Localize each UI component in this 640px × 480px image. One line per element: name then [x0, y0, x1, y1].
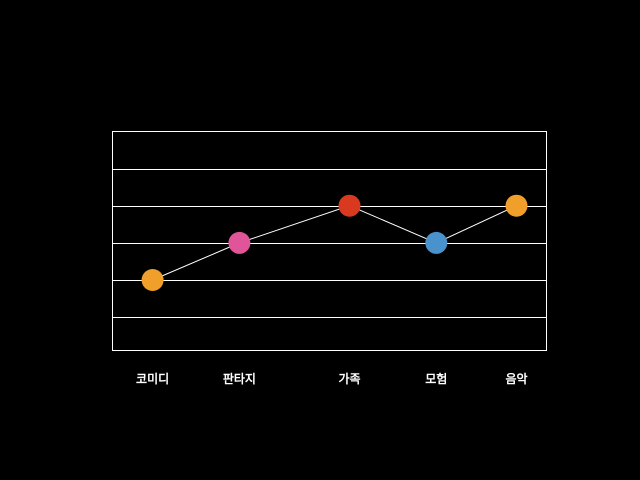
x-tick-label-5: 음악: [505, 371, 527, 386]
x-tick-labels: 코미디 판타지 가족 모험 음악: [136, 371, 528, 386]
x-tick-label-4: 모험: [425, 371, 447, 386]
data-point-3[interactable]: [338, 194, 361, 217]
x-tick-label-3: 가족: [338, 371, 360, 386]
gridlines: [112, 169, 547, 318]
series-polyline: [152, 205, 517, 281]
series-line: [152, 205, 517, 281]
plot-frame: [112, 131, 547, 351]
data-point-4[interactable]: [425, 231, 448, 254]
data-point-1[interactable]: [141, 269, 164, 291]
data-points: [141, 194, 528, 291]
data-point-2[interactable]: [228, 231, 251, 254]
x-tick-label-2: 판타지: [223, 371, 256, 386]
data-point-5[interactable]: [505, 194, 528, 217]
x-tick-label-1: 코미디: [136, 371, 169, 386]
